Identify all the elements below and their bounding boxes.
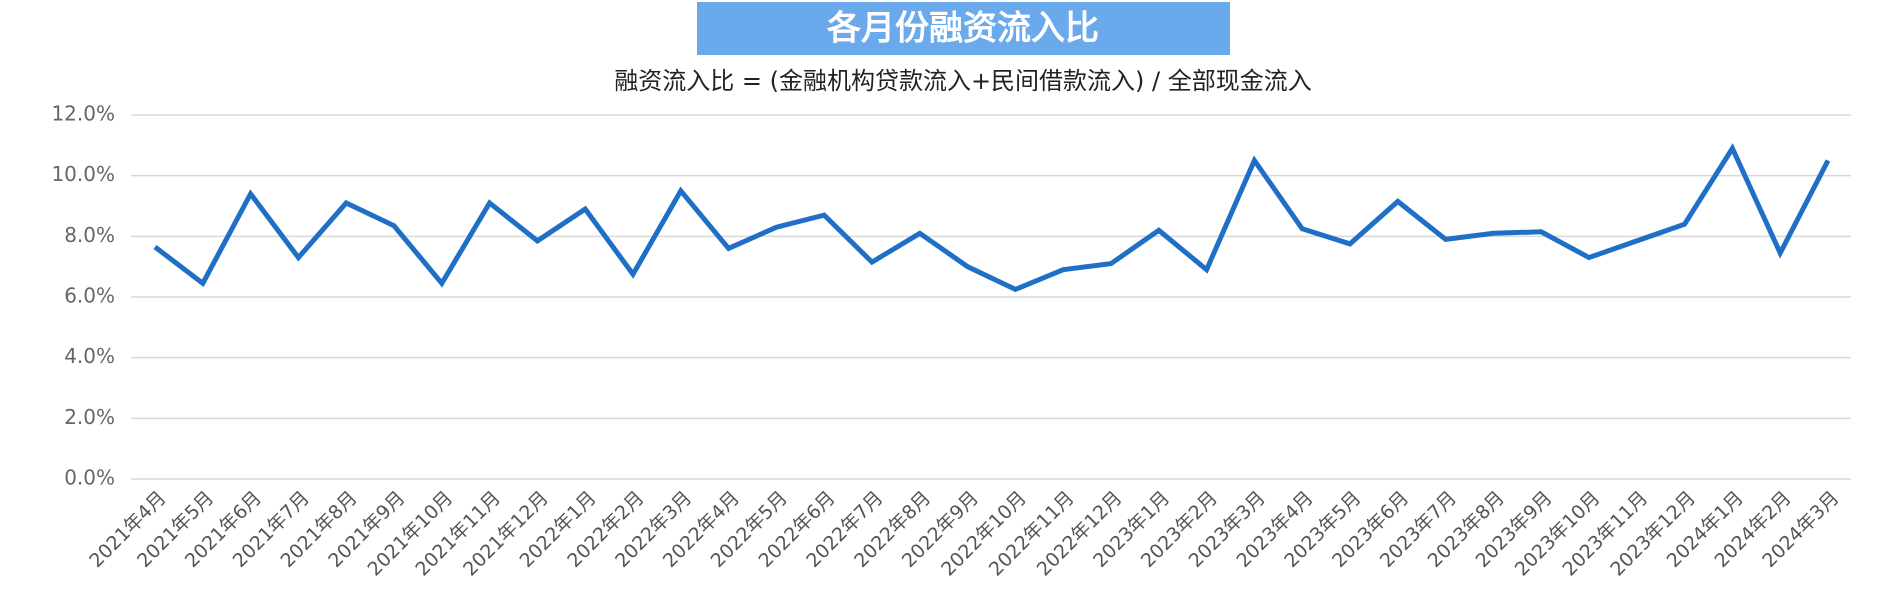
y-tick-label: 0.0%: [64, 466, 115, 490]
data-line: [153, 143, 1831, 293]
y-tick-label: 8.0%: [64, 223, 115, 247]
y-tick-label: 10.0%: [51, 162, 115, 186]
y-tick-label: 12.0%: [51, 102, 115, 126]
y-tick-label: 6.0%: [64, 284, 115, 308]
y-tick-label: 2.0%: [64, 405, 115, 429]
chart-subtitle: 融资流入比 = (金融机构贷款流入+民间借款流入) / 全部现金流入: [614, 67, 1312, 95]
chart-title: 各月份融资流入比: [827, 9, 1099, 49]
title-box: [697, 2, 1230, 55]
y-tick-label: 4.0%: [64, 344, 115, 368]
